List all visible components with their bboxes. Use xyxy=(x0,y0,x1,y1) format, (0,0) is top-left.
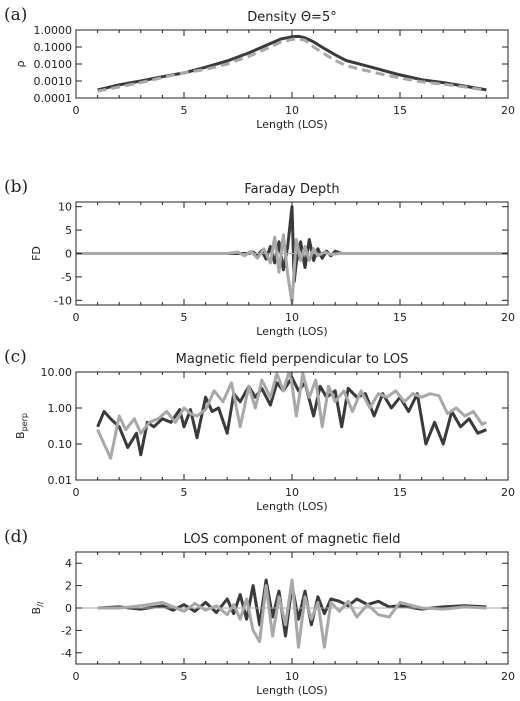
series-line-1 xyxy=(97,578,487,638)
x-tick-label: 0 xyxy=(73,104,80,117)
series-line-1 xyxy=(97,34,487,92)
series-line-2 xyxy=(76,233,508,305)
x-tick-label: 15 xyxy=(393,670,407,683)
x-tick-label: 0 xyxy=(73,670,80,683)
y-tick-label: 2 xyxy=(65,580,72,593)
y-tick-label: 1.00 xyxy=(48,402,73,415)
y-tick-label: 0.0010 xyxy=(34,75,73,88)
y-tick-label: 0 xyxy=(65,248,72,261)
y-axis-label-main: B xyxy=(30,607,43,615)
series-line-2 xyxy=(97,37,487,93)
x-tick-label: 10 xyxy=(285,670,299,683)
panel-3: (c) Magnetic field perpendicular to LOS 0 5… xyxy=(4,347,515,513)
x-axis-label: Length (LOS) xyxy=(256,325,327,338)
y-axis-label-main: ρ xyxy=(14,60,27,67)
y-tick-label: 5 xyxy=(65,224,72,237)
y-tick-label: 0.0001 xyxy=(34,92,73,105)
y-axis-label: B// xyxy=(30,601,45,614)
y-tick-label: 10 xyxy=(58,201,72,214)
y-tick-label: 0.1000 xyxy=(34,41,73,54)
x-tick-label: 0 xyxy=(73,311,80,324)
x-tick-label: 20 xyxy=(501,104,515,117)
x-tick-label: 15 xyxy=(393,104,407,117)
x-tick-label: 5 xyxy=(181,486,188,499)
x-tick-label: 0 xyxy=(73,486,80,499)
y-tick-label: -2 xyxy=(61,624,72,637)
x-tick-label: 15 xyxy=(393,311,407,324)
y-tick-label: 0 xyxy=(65,602,72,615)
y-tick-label: 4 xyxy=(65,557,72,570)
x-tick-label: 5 xyxy=(181,670,188,683)
panel-1: (a) Density Θ=5° 0 5 10 15 20 0.0001 0.0010 0.010… xyxy=(4,5,515,131)
x-tick-label: 15 xyxy=(393,486,407,499)
y-axis-label-sub: perp xyxy=(20,413,29,431)
chart-title: LOS component of magnetic field xyxy=(184,532,401,547)
y-axis-label: FD xyxy=(30,246,43,261)
chart-title: Density Θ=5° xyxy=(247,10,336,25)
y-axis-label-sub: // xyxy=(36,601,45,607)
chart-title: Faraday Depth xyxy=(244,182,339,197)
x-tick-label: 10 xyxy=(285,486,299,499)
series-line-1 xyxy=(76,205,508,284)
series-line-2 xyxy=(96,372,488,460)
x-tick-label: 20 xyxy=(501,670,515,683)
y-axis-label-main: FD xyxy=(30,246,43,261)
y-tick-label: 0.10 xyxy=(48,438,73,451)
x-tick-label: 5 xyxy=(181,104,188,117)
y-tick-label: -10 xyxy=(54,294,72,307)
x-axis-label: Length (LOS) xyxy=(256,684,327,697)
x-tick-label: 20 xyxy=(501,486,515,499)
panel-label: (a) xyxy=(4,5,27,25)
panel-label: (b) xyxy=(4,177,28,197)
y-tick-label: 10.00 xyxy=(41,366,73,379)
x-tick-label: 10 xyxy=(285,104,299,117)
series-line-1 xyxy=(96,376,487,457)
panel-label: (d) xyxy=(4,527,28,547)
panel-4: (d) LOS component of magnetic field 0 5 10 15… xyxy=(4,527,515,697)
x-axis-label: Length (LOS) xyxy=(256,118,327,131)
panel-label: (c) xyxy=(4,347,27,367)
x-axis-label: Length (LOS) xyxy=(256,500,327,513)
y-axis-label: Bperp xyxy=(14,413,29,439)
x-tick-label: 20 xyxy=(501,311,515,324)
y-tick-label: -5 xyxy=(61,271,72,284)
y-tick-label: 0.01 xyxy=(48,474,73,487)
y-tick-label: 0.0100 xyxy=(34,58,73,71)
y-axis-label: ρ xyxy=(14,60,27,67)
y-tick-label: -4 xyxy=(61,647,72,660)
x-tick-label: 10 xyxy=(285,311,299,324)
series-line-2 xyxy=(97,578,487,649)
y-axis-label-main: B xyxy=(14,431,27,439)
y-tick-label: 1.0000 xyxy=(34,24,73,37)
x-tick-label: 5 xyxy=(181,311,188,324)
chart-title: Magnetic field perpendicular to LOS xyxy=(176,352,409,367)
